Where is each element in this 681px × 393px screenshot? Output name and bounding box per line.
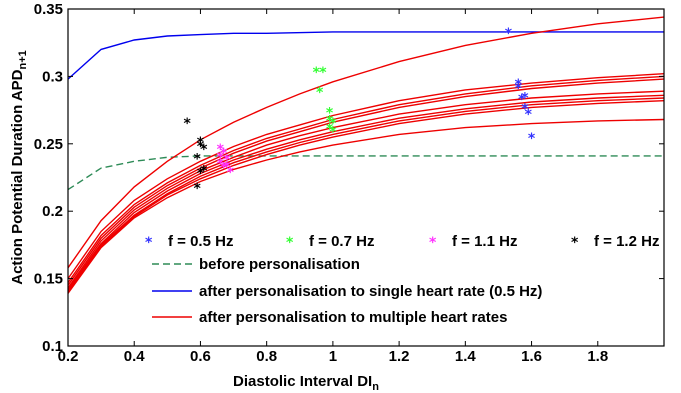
data-point-2-4: * (217, 157, 225, 173)
data-point-3-1: * (197, 135, 205, 151)
legend-label-f12: f = 1.2 Hz (594, 233, 659, 250)
data-point-3-7: * (193, 181, 201, 197)
series-line-2-7 (67, 100, 665, 293)
legend-item-f07: * f = 0.7 Hz (286, 233, 374, 251)
data-point-2-5: * (223, 159, 231, 175)
data-point-2-2: * (217, 150, 225, 166)
plot-lines (67, 16, 665, 294)
legend-label-f07: f = 0.7 Hz (309, 233, 374, 250)
data-point-1-6: * (326, 122, 334, 138)
plot-frame (67, 8, 665, 347)
series-line-2-6 (67, 97, 665, 292)
data-point-1-3: * (326, 105, 334, 121)
data-point-0-3: * (518, 92, 526, 108)
legend-marker-f12: * (571, 235, 579, 251)
y-tick-label: 0.1 (42, 338, 63, 355)
y-tick-label: 0.3 (42, 68, 63, 85)
data-point-0-7: * (528, 131, 536, 147)
data-point-0-6: * (525, 107, 533, 123)
series-line-2-2 (67, 75, 665, 284)
series-line-2-4 (67, 90, 665, 289)
data-point-3-5: * (200, 163, 208, 179)
data-point-3-6: * (197, 166, 205, 182)
x-tick-label: 1.2 (389, 348, 410, 365)
legend-label-multiple: after personalisation to multiple heart … (199, 309, 507, 326)
x-tick-label: 1.6 (521, 348, 542, 365)
data-point-2-6: * (220, 161, 228, 177)
data-point-0-4: * (521, 91, 529, 107)
x-tick-label: 0.2 (58, 348, 79, 365)
data-point-3-0: * (184, 116, 192, 132)
series-line-2-3 (67, 78, 665, 286)
x-tick-label: 0.8 (256, 348, 277, 365)
series-line-2-8 (67, 118, 665, 294)
series-line-2-1 (67, 73, 665, 280)
data-point-0-5: * (521, 101, 529, 117)
legend-marker-f05: * (145, 235, 153, 251)
legend-label-single: after personalisation to single heart ra… (199, 283, 542, 300)
x-tick-label: 0.6 (190, 348, 211, 365)
data-point-3-3: * (200, 142, 208, 158)
data-point-2-0: * (217, 142, 225, 158)
data-point-3-4: * (193, 151, 201, 167)
series-line-1-0 (67, 31, 664, 80)
data-point-0-1: * (515, 77, 523, 93)
axis-ticks (67, 8, 664, 347)
legend-item-f11: * f = 1.1 Hz (429, 233, 517, 251)
y-axis-label: Action Potential Duration APDn+1 (9, 50, 29, 285)
legend-item-multiple: after personalisation to multiple heart … (152, 309, 507, 326)
y-tick-label: 0.2 (42, 203, 63, 220)
series-line-2-0 (67, 16, 665, 269)
data-point-2-3: * (223, 153, 231, 169)
data-point-2-7: * (227, 165, 235, 181)
data-point-1-4: * (326, 114, 334, 130)
tick-labels: 0.2 0.4 0.6 0.8 1 1.2 1.4 1.6 1.8 0.1 0.15 0.2 0.25 0… (34, 1, 608, 365)
data-point-1-2: * (316, 85, 324, 101)
legend-label-f05: f = 0.5 Hz (168, 233, 233, 250)
legend-marker-f07: * (286, 235, 294, 251)
data-point-2-1: * (220, 146, 228, 162)
x-axis-label: Diastolic Interval DIn (233, 373, 379, 393)
data-point-1-7: * (329, 124, 337, 140)
x-tick-label: 1.8 (587, 348, 608, 365)
series-line-2-5 (67, 94, 665, 290)
data-point-1-0: * (313, 65, 321, 81)
data-point-1-5: * (329, 116, 337, 132)
data-point-1-1: * (319, 65, 327, 81)
y-tick-label: 0.15 (34, 271, 63, 288)
x-tick-label: 1.4 (455, 348, 477, 365)
x-tick-label: 1 (329, 348, 337, 365)
x-tick-label: 0.4 (124, 348, 146, 365)
legend: * f = 0.5 Hz * f = 0.7 Hz * f = 1.1 Hz *… (145, 233, 659, 326)
legend-item-before: before personalisation (152, 256, 360, 273)
y-tick-label: 0.25 (34, 136, 63, 153)
data-point-0-2: * (515, 81, 523, 97)
legend-item-single: after personalisation to single heart ra… (152, 283, 542, 300)
data-point-3-2: * (197, 139, 205, 155)
legend-marker-f11: * (429, 235, 437, 251)
legend-label-before: before personalisation (199, 256, 360, 273)
legend-item-f05: * f = 0.5 Hz (145, 233, 233, 251)
plot-points: ********* ********** ** ** ********* (184, 26, 536, 197)
data-point-0-0: * (505, 26, 513, 42)
legend-label-f11: f = 1.1 Hz (452, 233, 517, 250)
y-tick-label: 0.35 (34, 1, 63, 18)
legend-item-f12: * f = 1.2 Hz (571, 233, 659, 251)
